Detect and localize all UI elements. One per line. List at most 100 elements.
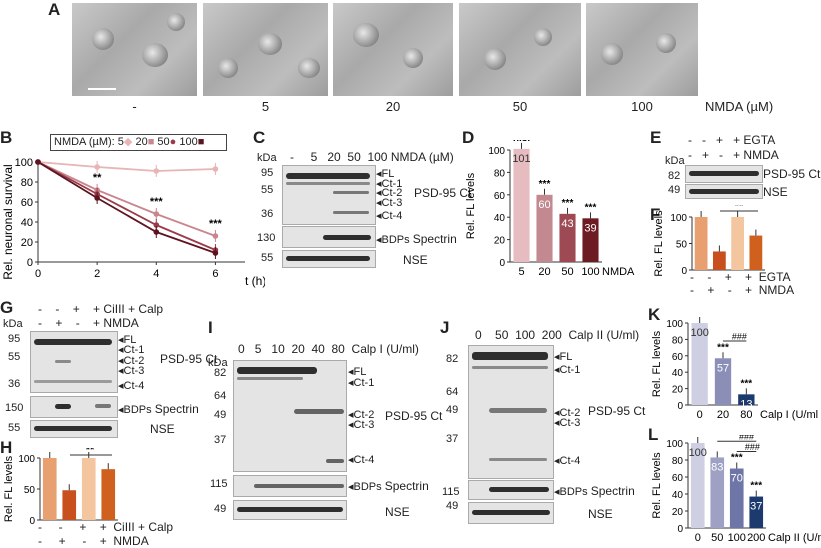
bar bbox=[738, 394, 755, 405]
y-tick-label: 20 bbox=[21, 237, 33, 249]
y-tick-label: 20 bbox=[672, 507, 684, 518]
significance-star: ** bbox=[93, 172, 102, 184]
y-tick-label: 100 bbox=[666, 439, 683, 450]
panel-label-d: D bbox=[462, 128, 475, 147]
marker: 150 bbox=[5, 402, 24, 414]
bar bbox=[691, 323, 708, 405]
data-label: 70 bbox=[731, 473, 743, 485]
marker: 49 bbox=[668, 184, 681, 196]
ciii-row: - - + + CiIII + Calp bbox=[38, 520, 174, 534]
data-label: 37 bbox=[750, 501, 762, 513]
significance-star: *** bbox=[731, 453, 743, 464]
lane-unit: NMDA (µM) bbox=[390, 150, 454, 164]
marker: 115 bbox=[210, 478, 228, 490]
band-label: ◂BDPs Spectrin bbox=[554, 484, 635, 498]
significance-star: *** bbox=[150, 196, 164, 208]
y-tick-label: 60 bbox=[494, 191, 506, 202]
nse-label: NSE bbox=[150, 422, 175, 436]
y-tick-label: 40 bbox=[672, 368, 684, 379]
lane: 50 bbox=[347, 150, 361, 164]
panel-label-l: L bbox=[648, 425, 659, 444]
significance-star: *** bbox=[585, 202, 597, 213]
kda-label: kDa bbox=[257, 152, 277, 164]
blot-nse-e bbox=[685, 184, 763, 199]
panel-label-c: C bbox=[253, 128, 266, 147]
nmda-row: - + - + NMDA bbox=[38, 534, 149, 548]
data-label: 43 bbox=[561, 218, 573, 230]
data-point bbox=[35, 159, 41, 165]
micrograph-nmda-5 bbox=[203, 3, 328, 96]
band-label: ◂BDPs Spectrin bbox=[376, 232, 457, 246]
lane-header: - 5 20 50 100 NMDA (µM) bbox=[290, 150, 480, 164]
x-tick-label: 4 bbox=[153, 268, 159, 280]
marker: 115 bbox=[442, 486, 460, 498]
marker: 49 bbox=[446, 500, 459, 512]
band-label: ◂Ct-4 bbox=[554, 455, 581, 467]
dose-label: 50 bbox=[512, 99, 528, 114]
blot-psd95 bbox=[282, 165, 376, 225]
x-tick-label: 2 bbox=[94, 268, 100, 280]
blot-spectrin bbox=[282, 226, 376, 248]
survival-chart: Rel. neuronal survival t (h) 02040608010… bbox=[1, 157, 265, 288]
bar bbox=[710, 457, 725, 528]
y-axis-label: Rel. FL levels bbox=[651, 452, 663, 519]
blot-psd95-j bbox=[468, 345, 554, 479]
bar bbox=[749, 496, 764, 528]
ciii-row: - - + + CiIII + Calp bbox=[38, 302, 164, 316]
marker: 55 bbox=[261, 184, 274, 196]
x-tick-label: 100 bbox=[728, 532, 746, 544]
blot-spectrin-g bbox=[30, 396, 118, 418]
blot-spectrin-i bbox=[233, 475, 347, 497]
bar bbox=[513, 148, 530, 262]
marker: 55 bbox=[261, 252, 274, 264]
significance-star: *** bbox=[740, 378, 752, 389]
band-label: ◂FL bbox=[376, 168, 395, 180]
series-line-50 bbox=[37, 161, 216, 251]
y-tick-label: 0 bbox=[27, 257, 33, 269]
y-tick-label: 40 bbox=[21, 217, 33, 229]
marker: 82 bbox=[446, 353, 459, 365]
significance-hash: ### bbox=[732, 331, 747, 341]
legend-marker-icon: ◆ bbox=[123, 136, 133, 148]
band-label: ◂FL bbox=[118, 334, 137, 346]
lane: - bbox=[290, 150, 294, 164]
egta-row: - - + + EGTA bbox=[688, 133, 776, 147]
y-tick-label: 50 bbox=[676, 240, 688, 251]
x-tick-label: 50 bbox=[711, 532, 723, 544]
nmda-row: - + - + NMDA bbox=[688, 148, 779, 162]
x-tick-label: 20 bbox=[538, 266, 550, 278]
nse-label: NSE bbox=[588, 507, 613, 521]
significance-hash: ### bbox=[739, 435, 754, 442]
nse-label: NSE bbox=[763, 185, 788, 199]
significance-star: ** bbox=[735, 205, 744, 212]
panel-label-a: A bbox=[48, 0, 61, 19]
significance-star: *** bbox=[209, 218, 223, 230]
x-axis-label: Calp I (U/ml) bbox=[760, 409, 818, 421]
dose-label: - bbox=[132, 99, 137, 114]
x-tick-label: 200 bbox=[747, 532, 765, 544]
marker: 36 bbox=[8, 378, 21, 390]
series-line-5 bbox=[37, 161, 216, 172]
marker: 37 bbox=[214, 434, 227, 446]
bar bbox=[690, 443, 705, 528]
dose-unit: NMDA (µM) bbox=[705, 99, 774, 114]
marker: 95 bbox=[8, 333, 21, 345]
y-tick-label: 80 bbox=[494, 168, 506, 179]
y-tick-label: 80 bbox=[672, 456, 684, 467]
fl-levels-chart-d: 0 20 40 60 80 100 Rel. FL levels 101 n.s. 5 60 *** 2… bbox=[465, 140, 637, 278]
bar bbox=[62, 490, 77, 520]
lane: 20 bbox=[327, 150, 341, 164]
marker: 49 bbox=[214, 409, 227, 421]
data-label: 39 bbox=[584, 222, 596, 234]
y-tick-label: 60 bbox=[672, 352, 684, 363]
micrograph-nmda-100 bbox=[586, 3, 698, 96]
band-label: ◂Ct-1 bbox=[554, 364, 581, 376]
legend-item-5: 5 bbox=[117, 136, 124, 148]
bar bbox=[81, 458, 96, 520]
x-axis-label: NMDA (µM) bbox=[602, 266, 637, 278]
y-tick-label: 0 bbox=[677, 401, 683, 412]
band-label: ◂Ct-4 bbox=[348, 454, 375, 466]
marker: 64 bbox=[446, 386, 459, 398]
band-label: ◂Ct-1 bbox=[376, 178, 403, 190]
